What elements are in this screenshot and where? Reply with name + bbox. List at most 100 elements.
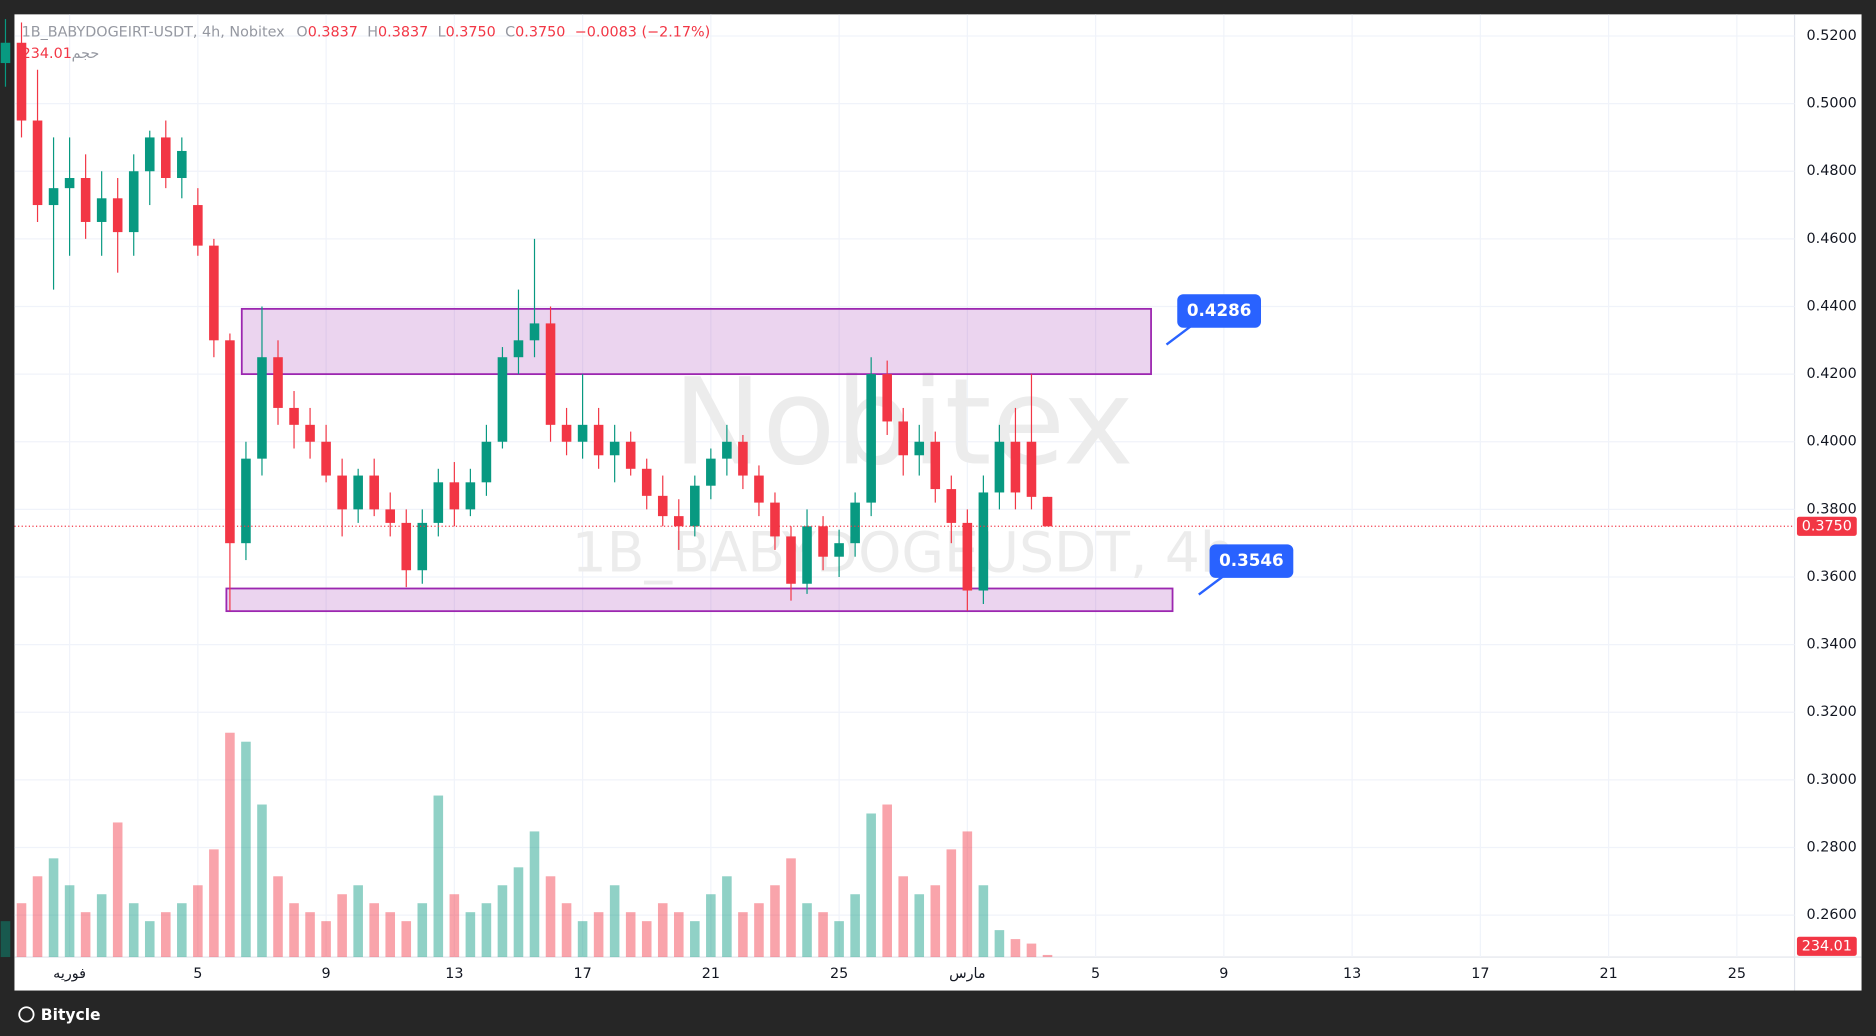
volume-bar (385, 912, 396, 958)
candle-body (16, 42, 27, 121)
volume-value: 234.01 (22, 46, 72, 62)
volume-bar (770, 885, 780, 958)
y-tick-label: 0.2600 (1807, 907, 1857, 923)
volume-bar (930, 885, 941, 958)
candle-body (577, 424, 588, 442)
candle-body (561, 424, 572, 442)
candle-body (866, 374, 876, 503)
candle-body (497, 357, 508, 442)
volume-bar (898, 876, 909, 958)
footer-brand[interactable]: Bitycle (41, 1006, 101, 1024)
c-value: 0.3750 (515, 24, 565, 40)
x-tick-label: مارس (949, 966, 986, 982)
candle-body (128, 171, 139, 233)
volume-bar (529, 831, 540, 958)
y-tick-label: 0.4800 (1807, 163, 1857, 179)
o-key: O (296, 24, 307, 40)
volume-bar (593, 912, 604, 958)
volume-bar (112, 822, 123, 958)
volume-bar (337, 894, 347, 958)
callout-pointer (1165, 325, 1192, 346)
volume-bar (209, 849, 219, 958)
candle-body (529, 323, 540, 341)
volume-bar (561, 903, 572, 958)
y-tick-label: 0.3200 (1807, 704, 1857, 720)
candle-body (834, 543, 844, 557)
candle-body (225, 340, 235, 544)
candle-body (209, 245, 219, 341)
y-tick-label: 0.4000 (1807, 434, 1857, 450)
volume-bar (321, 921, 331, 958)
volume-bar (0, 921, 11, 958)
candle-body (673, 516, 684, 527)
candle-body (609, 441, 620, 456)
volume-bar (32, 876, 43, 958)
volume-bar (80, 912, 91, 958)
volume-key: حجم (72, 46, 100, 62)
candle-body (401, 522, 412, 571)
volume-bar (834, 921, 844, 958)
candle-body (593, 424, 604, 456)
candle-body (353, 475, 363, 510)
legend-line: 1B_BABYDOGEIRT-USDT, 4h, Nobitex O0.3837… (22, 24, 711, 40)
y-tick-label: 0.4200 (1807, 366, 1857, 382)
callout: 0.3546 (1198, 544, 1294, 596)
volume-bar (144, 921, 155, 958)
candle-body (706, 458, 716, 486)
volume-bar (625, 912, 636, 958)
volume-bar (481, 903, 492, 958)
candle-body (690, 485, 700, 527)
c-key: C (505, 24, 515, 40)
volume-tag-label: 234.01 (1802, 938, 1852, 954)
x-tick-label: 17 (573, 966, 591, 982)
y-tick-label: 0.5000 (1807, 96, 1857, 112)
volume-bar (545, 876, 556, 958)
zone (240, 307, 1152, 376)
x-tick-label: 13 (1343, 966, 1361, 982)
candle-body (465, 482, 476, 510)
callout-label: 0.4286 (1187, 300, 1252, 320)
x-tick-label: 21 (1599, 966, 1617, 982)
candle-body (305, 424, 315, 442)
volume-bar (962, 831, 973, 958)
candle-body (898, 421, 909, 456)
candle-body (32, 120, 43, 206)
volume-bar (609, 885, 620, 958)
candle-body (770, 502, 780, 537)
volume-bar (257, 804, 267, 958)
x-tick-label: 9 (1219, 966, 1228, 982)
volume-bar (289, 903, 299, 958)
volume-bar (914, 894, 925, 958)
l-value: 0.3750 (446, 24, 496, 40)
candle-body (241, 458, 251, 544)
y-tick-label: 0.3400 (1807, 637, 1857, 653)
volume-bar (706, 894, 716, 958)
volume-bar (850, 894, 860, 958)
volume-bar (449, 894, 460, 958)
volume-bar (786, 858, 796, 958)
candle-body (417, 522, 428, 571)
volume-bar (401, 921, 412, 958)
candle-body (0, 42, 11, 64)
candle-body (625, 441, 636, 469)
callout-pointer (1198, 575, 1224, 596)
candle-body (449, 482, 460, 510)
volume-bar (497, 885, 508, 958)
l-key: L (438, 24, 446, 40)
volume-bar (802, 903, 812, 958)
candle-body (385, 509, 396, 523)
candle-body (257, 357, 267, 459)
volume-legend: حجم 234.01 (22, 46, 100, 62)
volume-bar (177, 903, 187, 958)
volume-bar (946, 849, 957, 958)
candle-body (545, 323, 556, 425)
volume-bar (417, 903, 428, 958)
candle-body (994, 441, 1005, 493)
y-tick-label: 0.4600 (1807, 231, 1857, 247)
y-tick-label: 0.3800 (1807, 501, 1857, 517)
candle-body (513, 340, 524, 358)
y-tick-label: 0.5200 (1807, 28, 1857, 44)
volume-bar (433, 795, 444, 958)
volume-bar (16, 903, 27, 958)
candle-body (962, 522, 973, 591)
